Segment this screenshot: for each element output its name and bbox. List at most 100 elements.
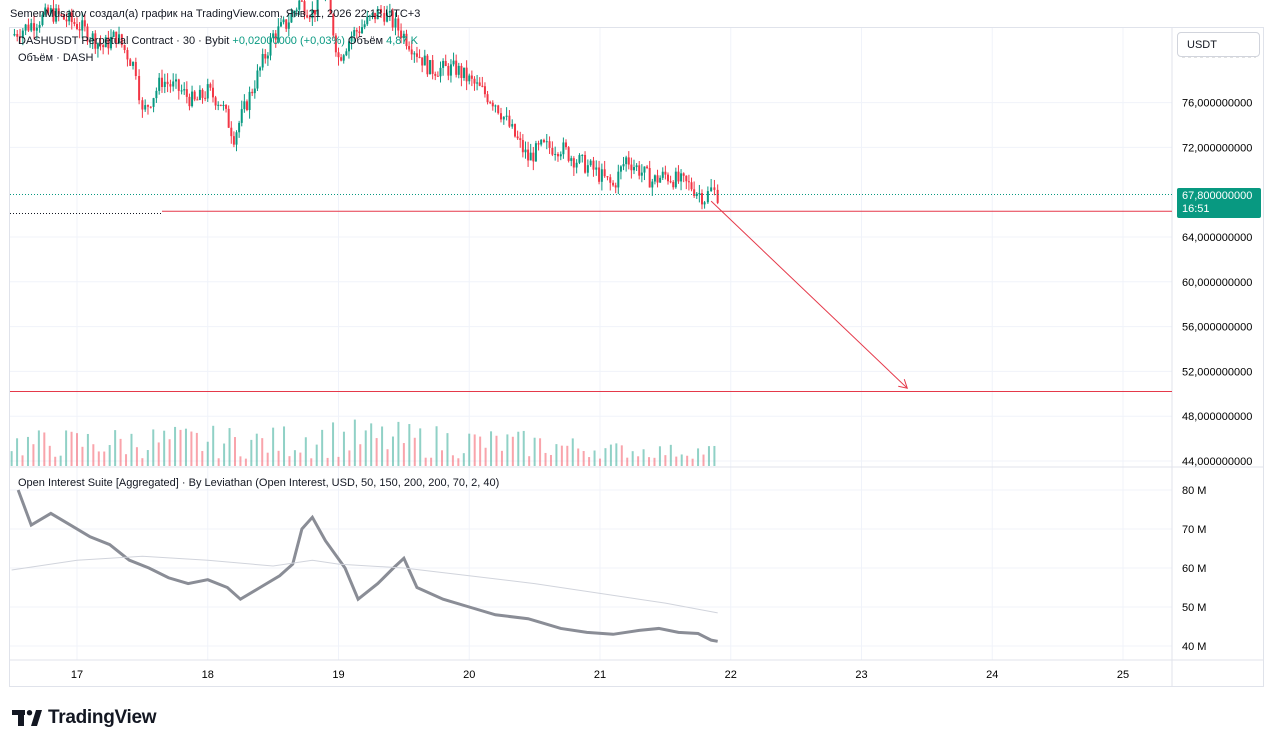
candle-body [201,89,204,98]
candle-body [603,169,606,177]
candle-body [565,142,568,148]
volume-bar [130,433,133,466]
candle-body [481,85,484,87]
y-tick-label: 52,000000000 [1182,366,1252,378]
candle-body [30,23,33,31]
volume-bar [103,451,106,466]
volume-bar [419,428,422,466]
candle-body [521,139,524,153]
candle-body [313,9,316,15]
volume-bar [184,428,187,466]
candle-body [102,45,105,48]
candle-body [695,193,698,196]
volume-bar [658,446,661,466]
candle-body [350,36,353,42]
candle-body [500,113,503,120]
open-interest-line [16,489,718,643]
candle-body [643,166,646,173]
candle-body [710,187,713,192]
volume-bar [473,434,476,466]
volume-bar [386,449,389,466]
x-tick-label: 23 [855,669,867,681]
candle-body [24,24,27,31]
candle-body [94,33,97,49]
volume-bar [233,437,236,466]
candle-body [57,8,60,15]
volume-bar [37,430,40,466]
volume-bar [168,439,171,466]
symbol-legend[interactable]: DASHUSDT Perpetual Contract · 30 · Bybit… [18,35,418,47]
candle-body [537,143,540,145]
volume-bar [560,445,563,466]
candle-body [183,89,186,91]
volume-bar [544,452,547,466]
symbol-title[interactable]: DASHUSDT Perpetual Contract · 30 · Bybit [18,35,230,47]
y-tick-label: 72,000000000 [1182,142,1252,154]
volume-bar [402,443,405,466]
volume-bar [528,456,531,466]
volume-bar [10,451,13,466]
volume-bar [522,430,525,466]
volume-bar [375,438,378,466]
candle-body [578,155,581,163]
candle-body [49,8,52,14]
volume-bar [283,426,286,466]
candle-body [337,52,340,58]
candle-body [640,172,643,176]
candle-body [35,27,38,31]
volume-bar [315,444,318,466]
tradingview-logo[interactable]: TradingView [12,707,157,729]
candle-body [567,147,570,161]
volume-bar [713,445,716,466]
candle-body [62,14,65,20]
currency-button[interactable]: USDT [1177,32,1260,57]
oscillator-legend[interactable]: Open Interest Suite [Aggregated] · By Le… [18,477,500,489]
candle-body [306,15,309,18]
volume-bar [653,457,656,466]
oi-tick-label: 70 M [1182,524,1206,536]
volume-bar [114,430,117,466]
candle-body [716,189,719,203]
candle-body [347,41,350,52]
volume-bar [48,445,51,466]
candle-body [653,175,656,182]
volume-bar [255,433,258,466]
volume-bar [337,456,340,466]
candle-body [115,31,118,43]
y-tick-label: 44,000000000 [1182,456,1252,468]
candle-body [44,7,47,15]
volume-bar [604,448,607,466]
candle-body [391,11,394,28]
chart-frame[interactable] [9,27,1264,687]
candle-body [545,141,548,143]
candle-body [287,22,290,29]
volume-bar [615,443,618,466]
x-tick-label: 20 [463,669,475,681]
volume-bar [391,436,394,466]
candle-body [355,30,358,32]
candle-body [646,166,649,169]
candle-body [65,19,68,22]
volume-bar [408,424,411,466]
candle-body [614,185,617,188]
candle-body [386,12,389,22]
volume-bar [490,431,493,466]
candle-body [630,164,633,171]
candle-body [259,67,262,71]
candle-body [672,182,675,188]
candle-body [295,9,298,12]
candle-body [68,12,71,22]
candle-body [73,22,76,24]
volume-bar [500,450,503,466]
volume-indicator-legend[interactable]: Объём · DASH [18,52,94,64]
volume-bar [342,431,345,466]
volume-bar [326,457,329,466]
candle-body [674,171,677,188]
volume-bar [288,456,291,466]
volume-bar [70,431,73,466]
volume-bar [484,447,487,466]
candle-body [402,33,405,39]
oi-tick-label: 80 M [1182,485,1206,497]
x-tick-label: 17 [71,669,83,681]
